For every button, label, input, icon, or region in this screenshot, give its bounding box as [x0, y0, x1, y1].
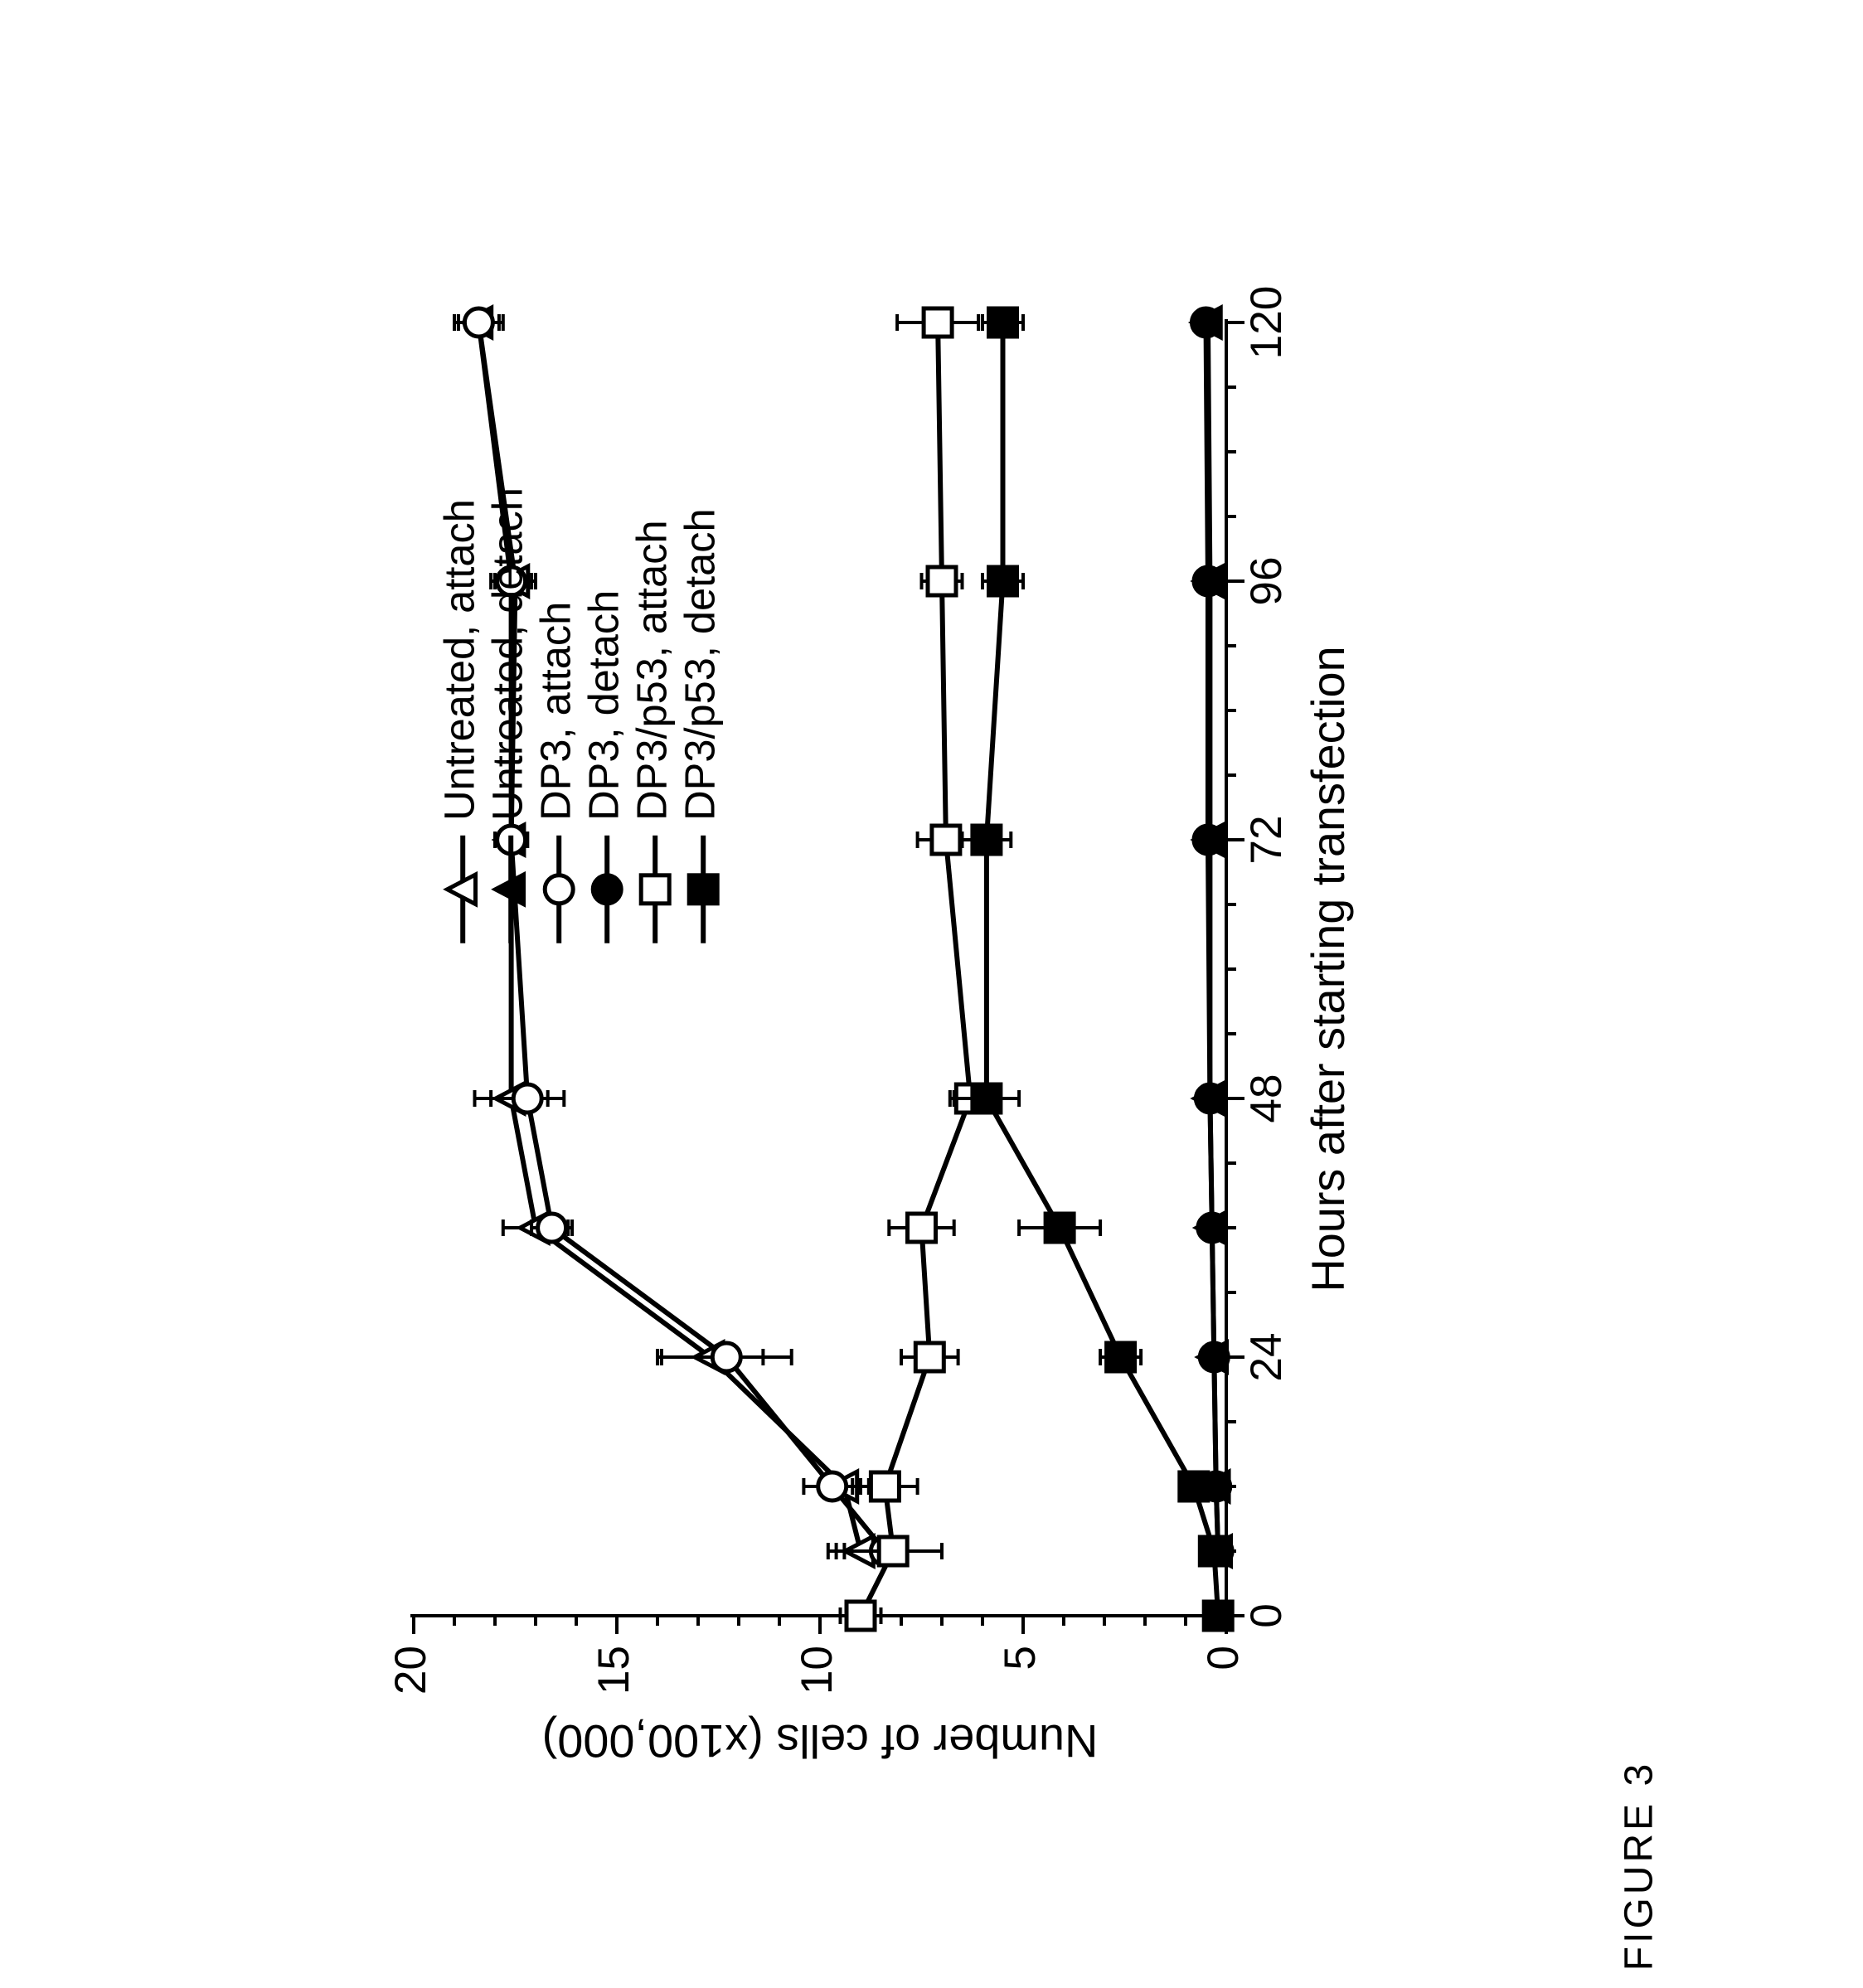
svg-text:DP3/p53, attach: DP3/p53, attach — [628, 520, 675, 820]
svg-text:Hours after starting transfect: Hours after starting transfection — [1302, 646, 1354, 1292]
svg-text:Number of cells (x100,000): Number of cells (x100,000) — [541, 1715, 1098, 1767]
svg-text:DP3, attach: DP3, attach — [531, 602, 579, 821]
svg-text:10: 10 — [793, 1646, 842, 1695]
svg-text:15: 15 — [589, 1646, 638, 1695]
svg-text:120: 120 — [1242, 286, 1291, 360]
svg-text:0: 0 — [1242, 1603, 1291, 1628]
svg-text:96: 96 — [1242, 556, 1291, 605]
svg-text:DP3, detach: DP3, detach — [580, 590, 627, 821]
svg-text:5: 5 — [996, 1646, 1045, 1670]
svg-text:0: 0 — [1199, 1646, 1248, 1670]
svg-text:Untreated, detach: Untreated, detach — [483, 487, 531, 821]
figure-caption: FIGURE 3 — [1617, 1761, 1662, 1971]
chart-container: 0 5 10 15 20 Number of cells (x100,000) 0 24 48 7… — [381, 182, 1483, 1806]
growth-chart: 0 5 10 15 20 Number of cells (x100,000) 0 24 48 7… — [381, 182, 1483, 1806]
svg-text:20: 20 — [386, 1646, 435, 1695]
svg-text:DP3/p53, detach: DP3/p53, detach — [676, 508, 723, 820]
svg-text:72: 72 — [1242, 815, 1291, 864]
svg-text:24: 24 — [1242, 1332, 1291, 1381]
svg-text:Untreated, attach: Untreated, attach — [435, 499, 483, 821]
svg-text:48: 48 — [1242, 1074, 1291, 1122]
page: 0 5 10 15 20 Number of cells (x100,000) 0 24 48 7… — [0, 0, 1863, 1988]
